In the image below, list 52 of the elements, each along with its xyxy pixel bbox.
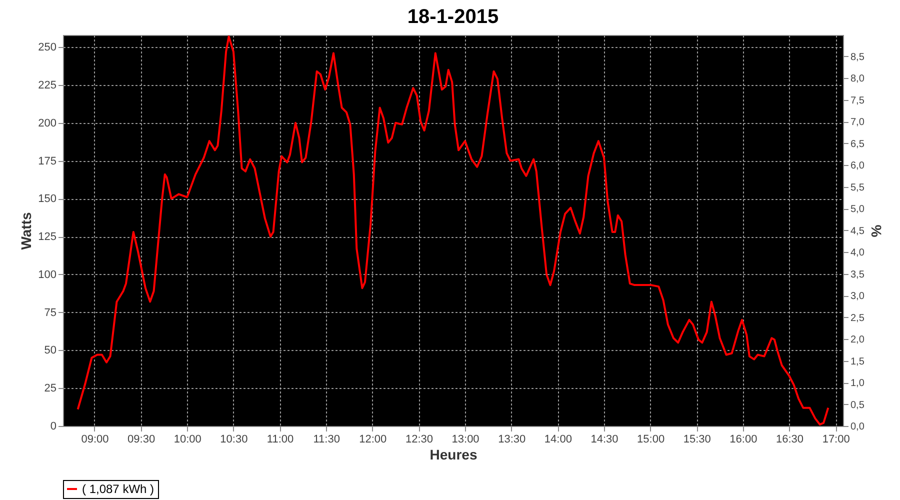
y-tick-label: 225 bbox=[38, 80, 56, 92]
y-tick-label: 75 bbox=[44, 306, 56, 319]
y2-tick-label: 8,5 bbox=[850, 52, 865, 63]
x-tick-label: 11:30 bbox=[313, 434, 340, 446]
chart-title: 18-1-2015 bbox=[407, 6, 499, 28]
y2-tick-label: 8,0 bbox=[850, 74, 865, 85]
y-tick-label: 175 bbox=[38, 155, 56, 168]
y2-tick-label: 2,0 bbox=[850, 334, 865, 346]
y2-tick-label: 5,5 bbox=[850, 182, 865, 194]
x-tick-label: 09:00 bbox=[81, 434, 109, 446]
legend-label: ( 1,087 kWh ) bbox=[82, 482, 154, 496]
x-tick-label: 09:30 bbox=[128, 434, 156, 446]
y2-tick-label: 3,0 bbox=[850, 291, 865, 302]
y2-tick-label: 4,5 bbox=[850, 226, 865, 237]
y2-tick-label: 2,5 bbox=[850, 312, 865, 324]
x-tick-label: 12:30 bbox=[405, 434, 433, 446]
x-tick-label: 15:30 bbox=[683, 434, 711, 446]
y2-tick-label: 0,5 bbox=[850, 400, 865, 411]
x-axis-title: Heures bbox=[430, 446, 478, 462]
x-tick-label: 14:30 bbox=[590, 434, 618, 446]
y2-tick-label: 6,5 bbox=[850, 138, 865, 150]
y2-tick-label: 7,5 bbox=[850, 95, 865, 106]
y-tick-label: 50 bbox=[44, 344, 56, 357]
x-tick-label: 12:00 bbox=[359, 434, 387, 446]
y-tick-label: 250 bbox=[38, 42, 56, 54]
y2-tick-label: 7,0 bbox=[850, 117, 865, 128]
x-tick-label: 13:00 bbox=[452, 434, 480, 446]
line-series bbox=[76, 36, 830, 426]
y-tick-label: 125 bbox=[38, 231, 56, 244]
x-tick-label: 16:30 bbox=[776, 434, 804, 446]
y2-tick-label: 6,0 bbox=[850, 160, 865, 172]
x-tick-label: 10:00 bbox=[174, 434, 202, 446]
y2-tick-label: 5,0 bbox=[850, 204, 865, 216]
y-axis-title: Watts bbox=[18, 212, 34, 250]
y2-tick-label: 4,0 bbox=[850, 248, 865, 259]
y-tick-label: 25 bbox=[44, 382, 56, 395]
x-tick-label: 15:00 bbox=[637, 434, 665, 446]
y2-axis-title: % bbox=[868, 224, 884, 238]
y-tick-label: 150 bbox=[38, 193, 56, 206]
x-tick-label: 17:00 bbox=[822, 434, 850, 446]
y2-tick-label: 3,5 bbox=[850, 269, 865, 280]
x-tick-label: 11:00 bbox=[266, 434, 294, 446]
y2-tick-label: 1,0 bbox=[850, 378, 865, 390]
x-tick-label: 16:00 bbox=[730, 434, 758, 446]
x-tick-label: 13:30 bbox=[498, 434, 526, 446]
y-tick-label: 200 bbox=[38, 117, 56, 130]
y2-tick-label: 0,0 bbox=[850, 422, 865, 432]
x-tick-label: 10:30 bbox=[220, 434, 248, 446]
x-tick-label: 14:00 bbox=[544, 434, 572, 446]
y-tick-label: 100 bbox=[38, 268, 56, 281]
y-tick-label: 0 bbox=[50, 420, 56, 432]
y2-tick-label: 1,5 bbox=[850, 356, 865, 368]
